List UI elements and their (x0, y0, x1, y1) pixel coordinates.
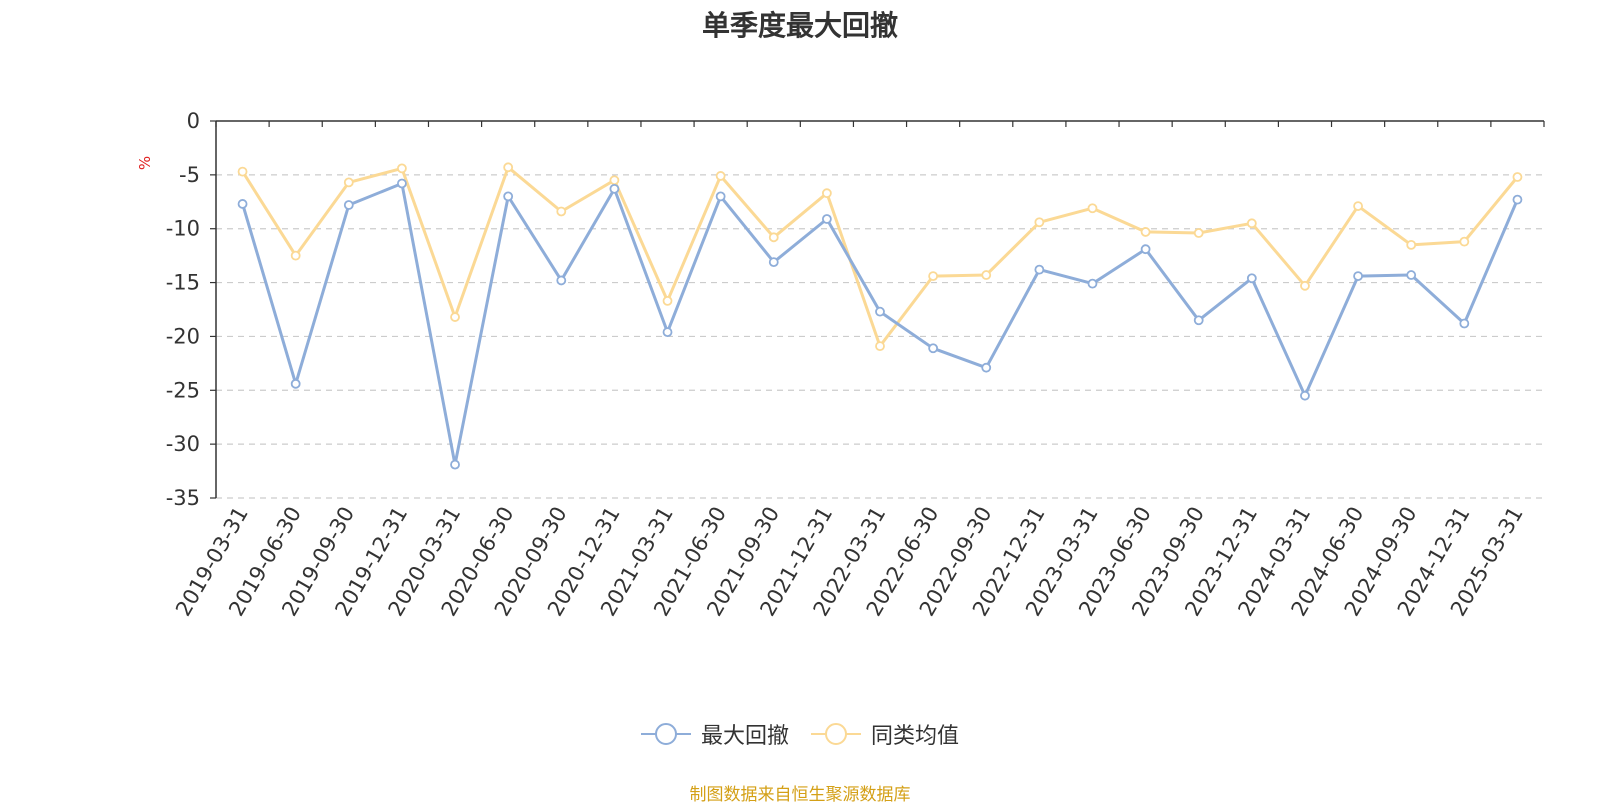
data-point-drawdown[interactable] (928, 343, 939, 354)
y-axis-label: % (136, 156, 154, 170)
data-point-drawdown[interactable] (1087, 278, 1098, 289)
data-point-peer-average[interactable] (1459, 236, 1470, 247)
data-point-peer-average[interactable] (875, 341, 885, 352)
data-point-drawdown[interactable] (1034, 264, 1045, 275)
data-point-peer-average[interactable] (397, 163, 407, 174)
data-point-drawdown[interactable] (1512, 194, 1523, 205)
y-tick-label: -30 (166, 432, 200, 456)
data-point-peer-average[interactable] (1140, 227, 1151, 237)
data-point-peer-average[interactable] (821, 188, 832, 199)
data-point-drawdown[interactable] (1353, 271, 1363, 282)
data-point-peer-average[interactable] (609, 175, 620, 186)
data-point-drawdown[interactable] (1406, 270, 1417, 280)
legend: 最大回撤 同类均值 (0, 718, 1600, 750)
data-point-drawdown[interactable] (662, 327, 673, 338)
data-point-peer-average[interactable] (662, 295, 673, 306)
data-point-peer-average[interactable] (1512, 172, 1523, 182)
data-point-drawdown[interactable] (556, 275, 567, 286)
data-point-peer-average[interactable] (1406, 239, 1417, 250)
data-point-drawdown[interactable] (1300, 390, 1310, 401)
data-point-drawdown[interactable] (397, 178, 407, 189)
y-tick-label: 0 (187, 109, 200, 133)
legend-label-drawdown: 最大回撤 (700, 724, 789, 749)
y-tick-label: -10 (166, 217, 200, 241)
series-lines (237, 162, 1523, 470)
data-point-peer-average[interactable] (1193, 228, 1204, 238)
data-point-peer-average[interactable] (450, 312, 460, 322)
y-tick-label: -15 (166, 271, 200, 295)
series-line-peer-average (241, 165, 1519, 348)
data-point-peer-average[interactable] (1300, 280, 1310, 291)
data-point-peer-average[interactable] (1034, 217, 1045, 228)
data-point-peer-average[interactable] (290, 250, 301, 261)
legend-label-peer-average: 同类均值 (871, 724, 960, 749)
data-point-peer-average[interactable] (343, 177, 354, 188)
data-point-drawdown[interactable] (1193, 315, 1204, 326)
data-point-drawdown[interactable] (1246, 273, 1257, 284)
legend-marker-drawdown-icon (640, 723, 691, 745)
data-point-drawdown[interactable] (450, 459, 460, 470)
data-point-drawdown[interactable] (1140, 244, 1151, 255)
y-tick-label: -25 (166, 378, 200, 402)
data-point-drawdown[interactable] (821, 214, 832, 224)
data-point-drawdown[interactable] (875, 306, 885, 317)
data-point-peer-average[interactable] (556, 206, 567, 217)
series-line-drawdown (241, 182, 1519, 467)
data-point-peer-average[interactable] (768, 232, 779, 243)
y-tick-label: -20 (166, 324, 200, 348)
x-tick-labels: 2019-03-312019-06-302019-09-302019-12-31… (171, 503, 1528, 621)
data-point-peer-average[interactable] (503, 162, 514, 173)
data-point-peer-average[interactable] (1246, 218, 1257, 229)
axes (210, 120, 1545, 499)
legend-marker-peer-average-icon (811, 723, 861, 745)
data-point-drawdown[interactable] (503, 191, 514, 202)
y-tick-label: -5 (179, 163, 200, 187)
data-point-drawdown[interactable] (237, 199, 248, 209)
data-source-note: 制图数据来自恒生聚源数据库 (689, 785, 911, 805)
data-point-peer-average[interactable] (1353, 201, 1363, 211)
chart-title: 单季度最大回撤 (701, 9, 898, 42)
data-point-peer-average[interactable] (1087, 203, 1098, 214)
y-tick-label: -35 (166, 486, 200, 510)
data-point-drawdown[interactable] (609, 183, 620, 194)
data-point-drawdown[interactable] (290, 378, 301, 389)
data-point-peer-average[interactable] (237, 166, 248, 177)
grid-lines (216, 174, 1544, 499)
y-tick-labels: 0 -5 -10 -15 -20 -25 -30 -35 (166, 109, 200, 510)
line-chart: 0 -5 -10 -15 -20 -25 -30 -35 2019-03-312019-06-… (136, 109, 1545, 621)
data-point-peer-average[interactable] (928, 271, 939, 282)
data-point-drawdown[interactable] (768, 257, 779, 268)
data-point-drawdown[interactable] (343, 200, 354, 210)
data-point-drawdown[interactable] (1459, 318, 1470, 329)
legend-item-drawdown[interactable]: 最大回撤 (640, 718, 789, 750)
legend-item-peer-average[interactable]: 同类均值 (811, 718, 959, 750)
data-point-peer-average[interactable] (715, 171, 726, 181)
data-point-peer-average[interactable] (981, 270, 992, 280)
data-point-drawdown[interactable] (715, 191, 726, 202)
data-point-drawdown[interactable] (981, 362, 992, 373)
